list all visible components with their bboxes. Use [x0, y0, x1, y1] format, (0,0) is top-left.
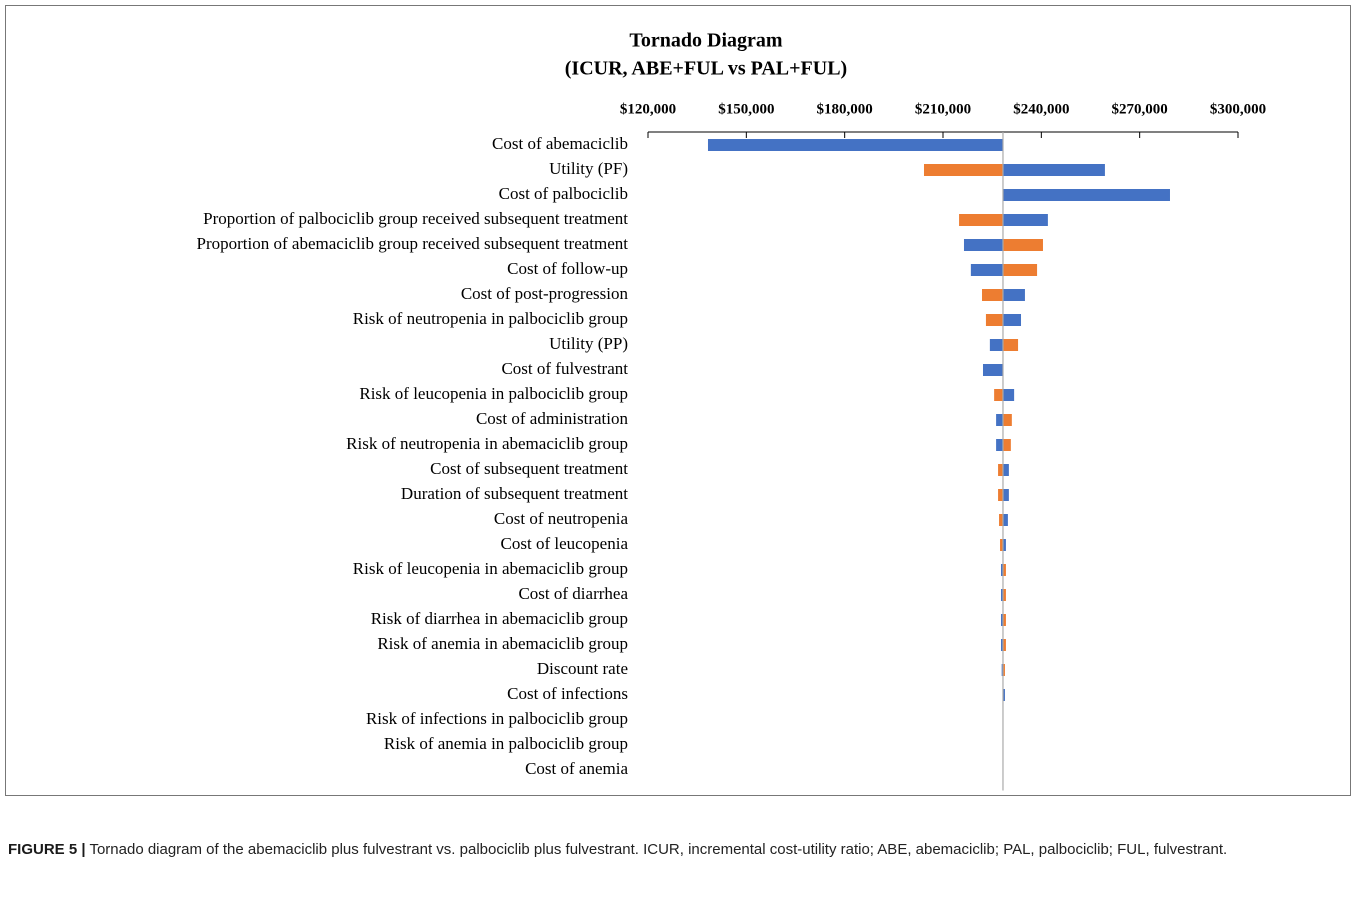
bar [1002, 539, 1006, 551]
chart-subtitle: (ICUR, ABE+FUL vs PAL+FUL) [565, 58, 847, 80]
bar [1002, 289, 1025, 301]
x-tick-label: $210,000 [915, 101, 971, 117]
bar [1002, 214, 1048, 226]
category-label: Cost of post-progression [461, 284, 629, 303]
caption: FIGURE 5 | Tornado diagram of the abemac… [8, 838, 1338, 862]
category-label: Cost of fulvestrant [501, 359, 628, 378]
bar [1002, 389, 1015, 401]
bar [1002, 339, 1019, 351]
bar [999, 514, 1003, 526]
bar [1002, 464, 1009, 476]
x-tick-label: $240,000 [1013, 101, 1069, 117]
bar [1002, 489, 1009, 501]
bar [970, 264, 1003, 276]
category-label: Cost of anemia [525, 759, 628, 778]
caption-label: FIGURE 5 | [8, 841, 86, 858]
x-tick-label: $120,000 [620, 101, 676, 117]
category-label: Risk of infections in palbociclib group [366, 709, 628, 728]
bar [1002, 514, 1008, 526]
bar [1002, 239, 1043, 251]
category-label: Risk of leucopenia in abemaciclib group [353, 559, 628, 578]
bar [1001, 589, 1003, 601]
bar [1002, 314, 1022, 326]
category-label: Cost of abemaciclib [492, 134, 628, 153]
category-label: Utility (PF) [549, 159, 628, 178]
category-label: Cost of neutropenia [494, 509, 629, 528]
category-label: Risk of neutropenia in palbociclib group [353, 309, 628, 328]
x-tick-label: $180,000 [817, 101, 873, 117]
bar [1002, 189, 1170, 201]
bar [982, 289, 1003, 301]
bar [1001, 564, 1003, 576]
bar [963, 239, 1003, 251]
bar [996, 414, 1003, 426]
category-label: Risk of leucopenia in palbociclib group [359, 384, 628, 403]
bar [998, 489, 1003, 501]
bar [1001, 639, 1003, 651]
bar [923, 164, 1003, 176]
bar [1002, 439, 1011, 451]
bar [1002, 614, 1006, 626]
bar [1002, 689, 1005, 701]
category-label: Cost of administration [476, 409, 629, 428]
category-label: Cost of infections [507, 684, 628, 703]
category-label: Cost of subsequent treatment [430, 459, 628, 478]
bar [996, 439, 1003, 451]
bar [994, 389, 1003, 401]
x-tick-label: $270,000 [1112, 101, 1168, 117]
bar [1002, 414, 1012, 426]
category-label: Risk of anemia in palbociclib group [384, 734, 628, 753]
bar [1002, 639, 1006, 651]
bar [1002, 664, 1005, 676]
category-label: Proportion of palbociclib group received… [203, 209, 628, 228]
chart-title: Tornado Diagram [629, 30, 783, 52]
chart: Tornado Diagram (ICUR, ABE+FUL vs PAL+FU… [5, 5, 1351, 832]
category-label: Risk of neutropenia in abemaciclib group [346, 434, 628, 453]
bar [1001, 664, 1003, 676]
x-tick-label: $300,000 [1210, 101, 1266, 117]
bar [989, 339, 1003, 351]
category-label: Utility (PP) [549, 334, 628, 353]
bar [985, 314, 1003, 326]
x-tick-label: $150,000 [718, 101, 774, 117]
category-label: Cost of leucopenia [501, 534, 629, 553]
category-label: Cost of follow-up [507, 259, 628, 278]
bar [1002, 589, 1006, 601]
category-label: Proportion of abemaciclib group received… [197, 234, 629, 253]
chart-border [5, 5, 1351, 796]
bar [707, 139, 1003, 151]
category-label: Risk of diarrhea in abemaciclib group [371, 609, 628, 628]
bar [998, 464, 1003, 476]
category-label: Cost of diarrhea [518, 584, 628, 603]
bar [1000, 539, 1003, 551]
bar [1002, 264, 1038, 276]
bar [1001, 614, 1003, 626]
bar [1002, 564, 1006, 576]
bar [959, 214, 1003, 226]
bar [982, 364, 1003, 376]
category-label: Risk of anemia in abemaciclib group [377, 634, 628, 653]
category-label: Cost of palbociclib [499, 184, 628, 203]
bar [1002, 164, 1105, 176]
caption-text: Tornado diagram of the abemaciclib plus … [89, 841, 1228, 858]
category-label: Discount rate [537, 659, 628, 678]
category-label: Duration of subsequent treatment [401, 484, 628, 503]
